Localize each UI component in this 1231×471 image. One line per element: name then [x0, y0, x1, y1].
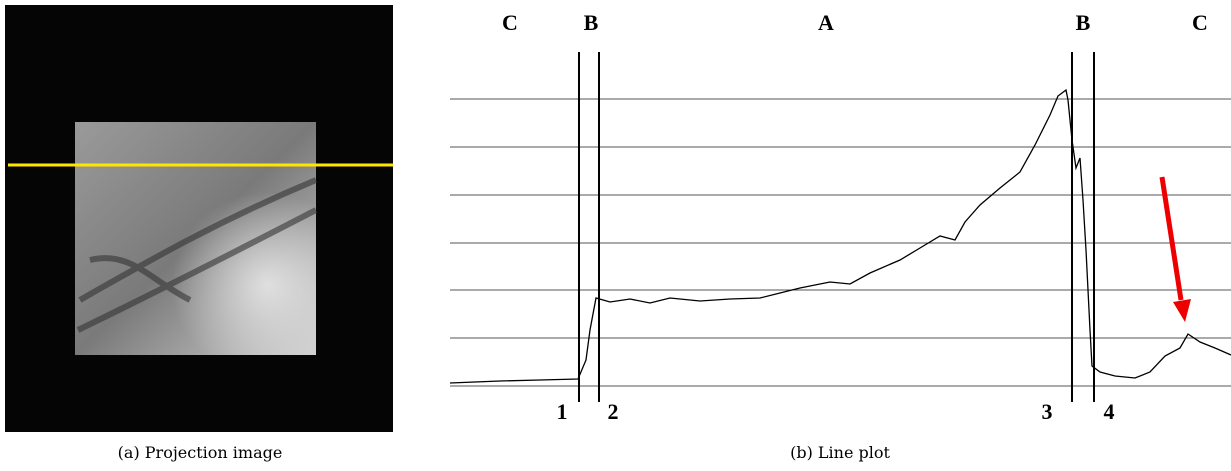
vessels [76, 177, 318, 333]
region-label: A [818, 10, 834, 35]
caption: (a) Projection image [118, 443, 283, 462]
region-label: C [502, 10, 518, 35]
region-label: C [1192, 10, 1208, 35]
arrow [1159, 176, 1191, 322]
boundaries [578, 52, 1095, 402]
boundary-label: 2 [608, 399, 619, 424]
profile-curve [449, 88, 1231, 384]
region-label: B [1076, 10, 1091, 35]
boundary-label: 4 [1104, 399, 1115, 424]
boundary-label: 1 [557, 399, 568, 424]
caption: (b) Line plot [790, 443, 890, 462]
boundary-label: 3 [1042, 399, 1053, 424]
grid [450, 98, 1231, 387]
projection-image [5, 5, 393, 432]
region-label: B [584, 10, 599, 35]
